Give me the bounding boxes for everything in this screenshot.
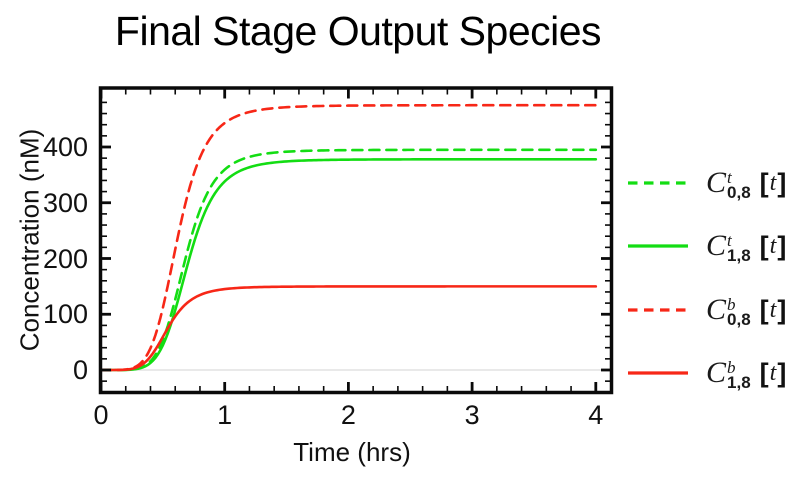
curve-C_0,8^t [t] (101, 148, 598, 372)
species-symbol: C (706, 229, 727, 262)
time-argument: t (769, 360, 777, 386)
legend-item: C b 1,8 [t] (627, 351, 786, 395)
species-symbol: C (706, 293, 727, 326)
legend-item: C t 0,8 [t] (627, 161, 786, 205)
x-tick-label: 3 (464, 400, 480, 430)
time-argument: t (769, 233, 777, 259)
chart-title: Final Stage Output Species (114, 8, 602, 54)
bracket-close: ] (777, 357, 787, 388)
subscript: 1,8 (727, 373, 751, 392)
subscript: 0,8 (727, 310, 751, 329)
series-curves (101, 103, 598, 372)
curve-C_1,8^t [t] (101, 157, 598, 372)
bracket-open: [ (759, 357, 769, 388)
legend-label: C t 0,8 [t] (706, 166, 787, 202)
legend-item: C t 1,8 [t] (627, 224, 786, 268)
bracket-open: [ (759, 167, 769, 198)
time-argument: t (769, 170, 777, 196)
y-tick-label: 0 (72, 355, 88, 385)
curve-C_1,8^b [t] (101, 285, 598, 372)
x-tick-label: 0 (93, 400, 109, 430)
bracket-open: [ (759, 230, 769, 261)
legend-label: C b 0,8 [t] (706, 293, 787, 329)
legend-line-swatch-red-solid (628, 371, 688, 375)
legend-line-swatch-red-dashed (628, 308, 688, 312)
superscript: b (727, 295, 736, 314)
x-tick-label: 2 (340, 400, 356, 430)
legend-line-swatch-green-dashed (628, 181, 688, 185)
y-tick-label: 300 (42, 187, 88, 218)
legend-label: C t 1,8 [t] (706, 229, 787, 265)
subscript: 1,8 (727, 246, 751, 265)
y-tick-label: 100 (42, 299, 88, 330)
curve-C_0,8^b [t] (101, 103, 598, 372)
species-symbol: C (706, 166, 727, 199)
legend-label: C b 1,8 [t] (706, 356, 787, 392)
superscript: t (727, 231, 732, 250)
time-argument: t (769, 297, 777, 323)
superscript: t (727, 168, 732, 187)
superscript: b (727, 358, 736, 377)
bracket-close: ] (777, 167, 787, 198)
x-tick-label: 4 (588, 400, 604, 430)
x-axis-label: Time (hrs) (293, 437, 411, 467)
plot-frame (98, 86, 614, 395)
x-tick-label: 1 (217, 400, 233, 430)
legend-line-swatch-green-solid (628, 244, 688, 248)
species-symbol: C (706, 356, 727, 389)
bracket-open: [ (759, 294, 769, 325)
bracket-close: ] (777, 230, 787, 261)
axis-ticks (99, 89, 610, 391)
y-tick-label: 400 (42, 132, 88, 162)
legend-item: C b 0,8 [t] (627, 288, 786, 332)
bracket-close: ] (777, 294, 787, 325)
subscript: 0,8 (727, 183, 751, 202)
y-tick-label: 200 (42, 243, 88, 274)
